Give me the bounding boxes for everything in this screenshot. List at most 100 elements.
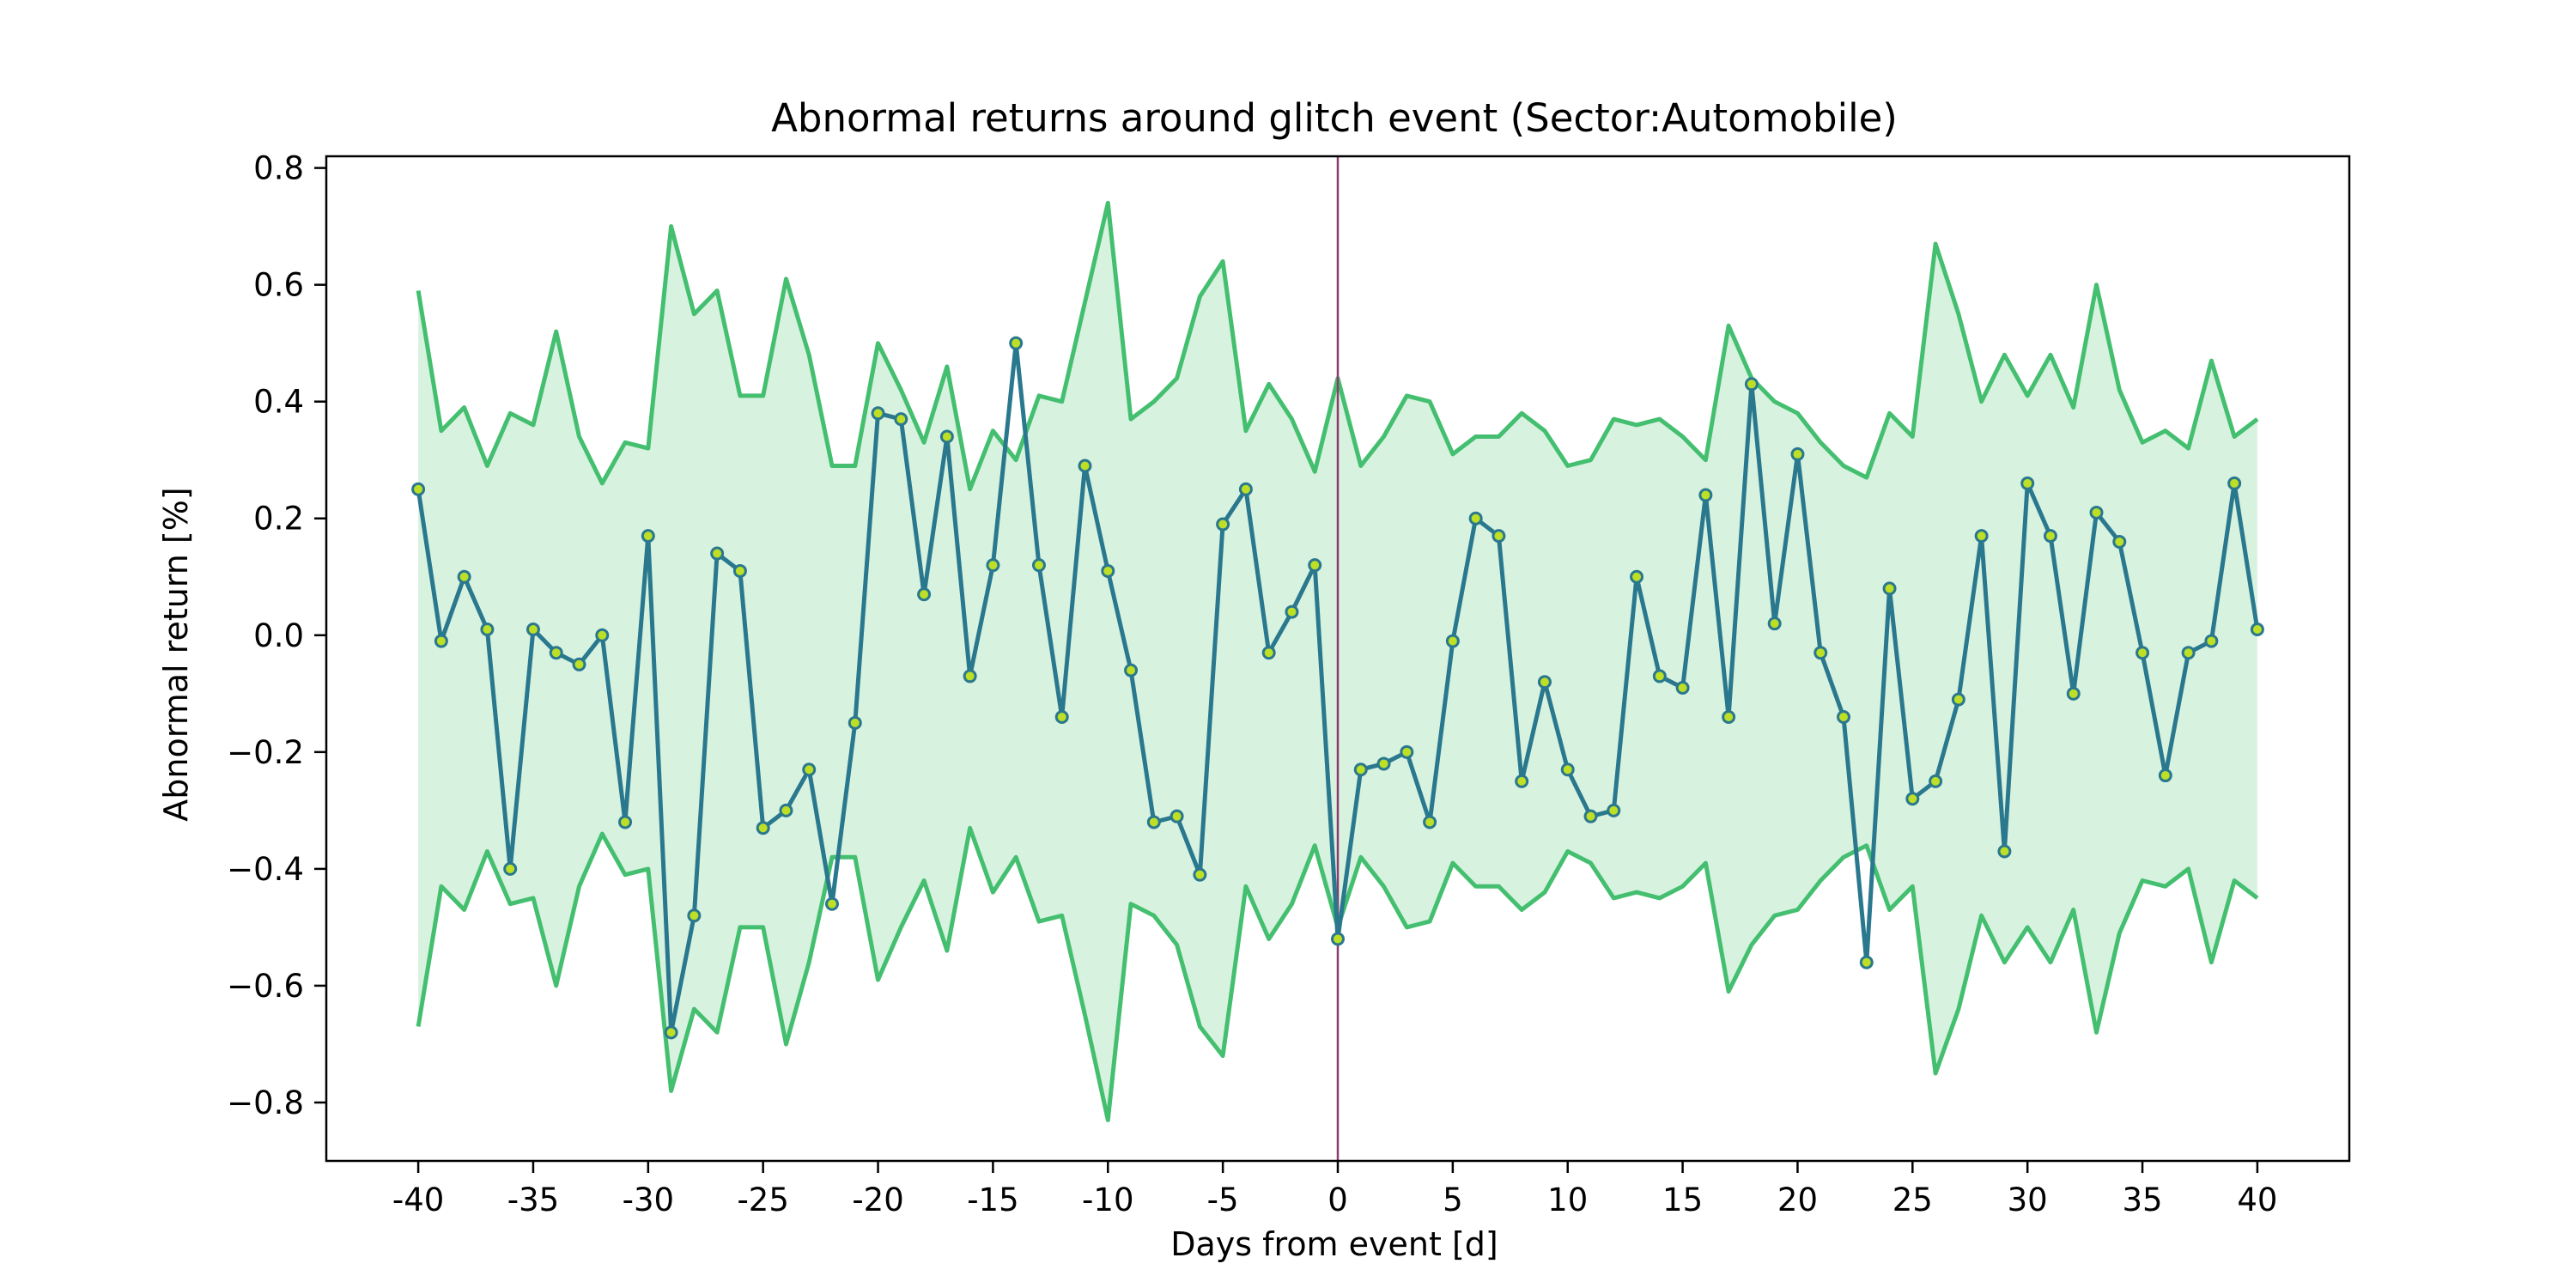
data-point — [1515, 774, 1529, 788]
x-tick-label: 0 — [1327, 1182, 1348, 1218]
x-tick-label: -20 — [852, 1182, 903, 1218]
data-point — [917, 587, 932, 602]
data-point — [1285, 605, 1299, 619]
data-point — [2066, 686, 2081, 701]
data-point — [480, 622, 495, 636]
data-point — [2020, 476, 2035, 490]
data-point — [1951, 692, 1965, 707]
y-tick-label: 0.6 — [253, 267, 304, 304]
y-axis-label: Abnormal return [%] — [157, 487, 195, 821]
data-point — [1353, 762, 1368, 777]
y-tick-label: −0.8 — [227, 1084, 304, 1121]
x-tick-label: 40 — [2237, 1182, 2277, 1218]
data-point — [1859, 955, 1874, 969]
y-tick-label: −0.2 — [227, 734, 304, 771]
data-point — [1261, 646, 1276, 660]
data-point — [1376, 756, 1391, 771]
data-point — [2158, 769, 2172, 783]
data-point — [618, 815, 633, 829]
data-point — [641, 529, 655, 544]
data-point — [687, 908, 702, 923]
x-tick-label: 20 — [1777, 1182, 1818, 1218]
data-point — [1767, 617, 1782, 631]
data-point — [1652, 669, 1667, 683]
data-point — [2204, 634, 2219, 648]
chart-title: Abnormal returns around glitch event (Se… — [771, 95, 1898, 141]
data-point — [549, 646, 563, 660]
data-point — [1929, 774, 1943, 788]
y-tick-label: 0.0 — [253, 617, 304, 654]
data-point — [1905, 792, 1920, 806]
data-point — [1216, 517, 1230, 532]
y-tick-label: 0.8 — [253, 150, 304, 187]
data-point — [825, 896, 839, 911]
data-point — [1790, 447, 1805, 461]
data-point — [1331, 932, 1345, 946]
data-point — [894, 412, 908, 427]
x-tick-label: 35 — [2122, 1182, 2162, 1218]
x-tick-label: -30 — [623, 1182, 674, 1218]
data-point — [1997, 844, 2012, 859]
data-point — [1698, 488, 1713, 502]
y-tick-label: −0.4 — [227, 851, 304, 888]
data-point — [779, 803, 793, 817]
data-point — [756, 821, 770, 835]
data-point — [1607, 803, 1621, 817]
x-axis-label: Days from event [d] — [1170, 1225, 1498, 1263]
x-tick-label: 15 — [1662, 1182, 1703, 1218]
x-tick-label: -35 — [507, 1182, 559, 1218]
data-point — [2136, 646, 2150, 660]
x-tick-label: 5 — [1443, 1182, 1463, 1218]
x-tick-label: -25 — [737, 1182, 788, 1218]
x-tick-label: -40 — [392, 1182, 444, 1218]
data-point — [1492, 529, 1506, 544]
data-point — [1675, 681, 1690, 696]
data-point — [1170, 809, 1184, 823]
data-point — [434, 634, 448, 648]
data-point — [1124, 663, 1139, 677]
data-point — [503, 861, 518, 876]
data-point — [1630, 569, 1644, 584]
data-point — [939, 429, 954, 444]
data-point — [1744, 377, 1759, 392]
data-point — [848, 715, 862, 730]
data-point — [1537, 675, 1552, 690]
data-point — [1814, 646, 1828, 660]
data-point — [526, 622, 540, 636]
data-point — [732, 563, 747, 578]
data-point — [1238, 482, 1253, 496]
data-point — [1101, 563, 1115, 578]
data-point — [1468, 511, 1483, 526]
data-point — [802, 762, 817, 777]
data-point — [963, 669, 977, 683]
data-point — [1308, 558, 1322, 573]
data-point — [1583, 809, 1598, 823]
data-point — [2043, 529, 2057, 544]
data-point — [595, 628, 610, 642]
data-point — [1423, 815, 1437, 829]
data-point — [2250, 622, 2264, 636]
data-point — [710, 546, 725, 561]
data-point — [1560, 762, 1575, 777]
data-point — [1078, 459, 1092, 473]
x-tick-label: 10 — [1547, 1182, 1588, 1218]
data-point — [1974, 529, 1989, 544]
data-point — [1837, 710, 1850, 725]
y-tick-label: −0.6 — [227, 968, 304, 1005]
x-tick-label: 25 — [1893, 1182, 1933, 1218]
data-point — [1400, 744, 1414, 759]
y-tick-label: 0.2 — [253, 501, 304, 538]
x-tick-label: -5 — [1207, 1182, 1239, 1218]
data-point — [1054, 710, 1069, 725]
x-tick-label: 30 — [2008, 1182, 2048, 1218]
y-tick-label: 0.4 — [253, 384, 304, 421]
plot-area: -40 -35 -30 -25 -20 -15 -10 -5 0 5 10 15 20 25 30 35 40 −… — [227, 150, 2351, 1218]
data-point — [1193, 867, 1207, 882]
x-tick-label: -10 — [1082, 1182, 1133, 1218]
data-point — [1146, 815, 1161, 829]
data-point — [871, 406, 885, 421]
data-point — [664, 1025, 678, 1040]
x-tick-label: -15 — [967, 1182, 1018, 1218]
